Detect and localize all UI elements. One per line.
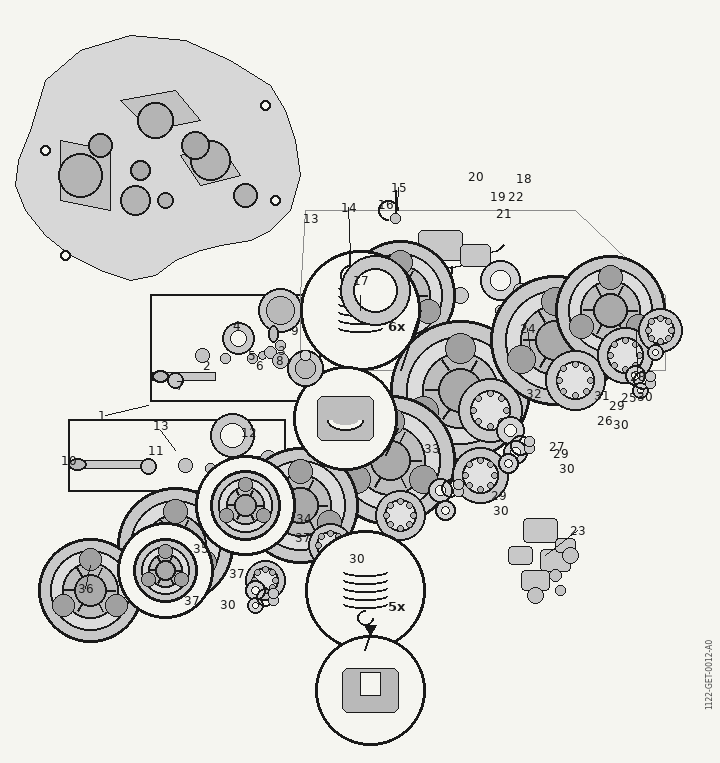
Text: 1122-GET-0012-A0: 1122-GET-0012-A0 — [706, 637, 714, 709]
